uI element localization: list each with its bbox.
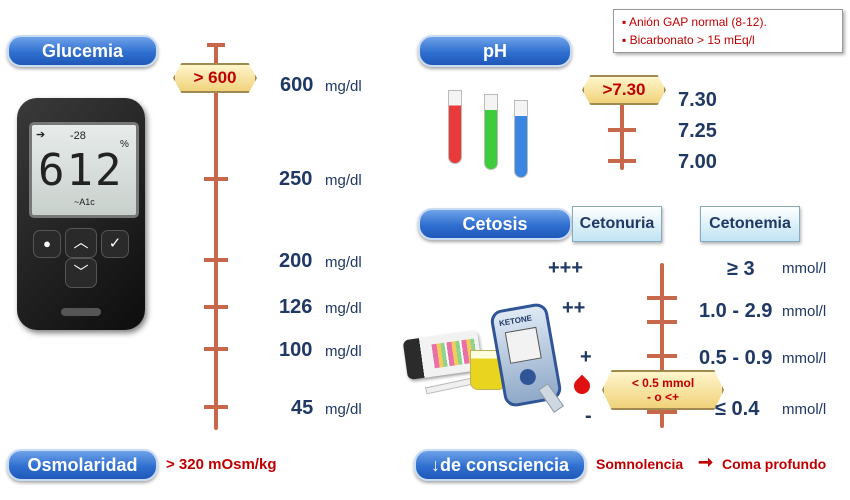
glucemia-scale-line	[214, 43, 218, 430]
cetosis-title: Cetosis	[418, 208, 572, 240]
cetonemia-value-2: 1.0 - 2.9	[699, 300, 773, 322]
glucemia-unit-100: mg/dl	[325, 343, 362, 360]
glucemia-unit-45: mg/dl	[325, 401, 362, 418]
cetonemia-header: Cetonemia	[700, 206, 800, 242]
glucemia-tick-45	[204, 405, 228, 409]
test-tube-blue	[514, 100, 528, 178]
meter-down-button[interactable]: ﹀	[65, 258, 97, 288]
cetosis-marker-line2: - o <+	[646, 390, 679, 404]
ketone-meter-label: KETONE	[498, 313, 533, 329]
cetosis-tick-2	[647, 320, 677, 324]
glucemia-tick-126	[204, 305, 228, 309]
ketone-meter-button	[518, 367, 538, 387]
cetosis-scale-line	[660, 263, 664, 428]
cetonuria-level-3plus: +++	[548, 257, 584, 279]
glucemia-unit-600: mg/dl	[325, 78, 362, 95]
glucemia-value-250: 250	[279, 168, 313, 190]
glucemia-value-100: 100	[279, 339, 313, 361]
consciencia-to: Coma profundo	[722, 456, 827, 472]
glucemia-scale-top-cap	[207, 43, 225, 47]
osmolaridad-title: Osmolaridad	[7, 449, 158, 481]
glucemia-title: Glucemia	[7, 35, 158, 67]
ph-tick-700	[608, 159, 636, 163]
test-tube-green	[484, 94, 498, 170]
glucemia-value-126: 126	[279, 296, 313, 318]
ph-value-725: 7.25	[678, 120, 717, 142]
cetonuria-level-negative: -	[585, 405, 592, 427]
ph-title: pH	[418, 35, 572, 67]
meter-small-reading: -28	[70, 130, 86, 142]
consciencia-title: ↓de consciencia	[414, 449, 586, 481]
legend-item-anion-gap: Anión GAP normal (8-12).	[614, 13, 842, 31]
legend-item-bicarbonate: Bicarbonato > 15 mEq/l	[614, 31, 842, 49]
cetosis-tick-3	[647, 354, 677, 358]
cetonemia-unit-4: mmol/l	[782, 401, 827, 418]
glucemia-unit-126: mg/dl	[325, 300, 362, 317]
cetonemia-value-3: 0.5 - 0.9	[699, 347, 773, 369]
meter-reading: 612	[38, 145, 124, 196]
glucose-meter: ➔ -28 % 612 ~A1c ● ︿ ✓ ﹀	[17, 98, 145, 330]
cetosis-tick-4	[647, 410, 677, 414]
cetonemia-value-4: ≤ 0.4	[715, 398, 760, 420]
meter-up-button[interactable]: ︿	[65, 228, 97, 258]
cetosis-marker: < 0.5 mmol - o <+	[602, 370, 724, 410]
glucemia-tick-250	[204, 177, 228, 181]
cetonemia-unit-2: mmol/l	[782, 303, 827, 320]
criteria-legend: Anión GAP normal (8-12). Bicarbonato > 1…	[613, 9, 843, 53]
cetosis-marker-line1: < 0.5 mmol	[631, 376, 695, 390]
consciencia-from: Somnolencia	[596, 456, 684, 472]
glucemia-unit-250: mg/dl	[325, 172, 362, 189]
cetonuria-level-2plus: ++	[562, 297, 586, 319]
ph-scale-line	[620, 98, 624, 170]
meter-sub-label: ~A1c	[74, 197, 95, 207]
cetonemia-value-1: ≥ 3	[727, 258, 755, 280]
cetonemia-unit-3: mmol/l	[782, 350, 827, 367]
glucemia-tick-200	[204, 258, 228, 262]
cetonemia-unit-1: mmol/l	[782, 260, 827, 277]
test-tube-red	[448, 90, 462, 164]
osmolaridad-value: > 320 mOsm/kg	[166, 456, 277, 473]
glucemia-value-200: 200	[279, 250, 313, 272]
glucemia-tick-100	[204, 347, 228, 351]
cetonuria-header: Cetonuria	[572, 206, 662, 242]
meter-screen: ➔ -28 % 612 ~A1c	[29, 122, 139, 218]
glucemia-value-600: 600	[280, 74, 314, 96]
meter-apple-button[interactable]: ●	[33, 230, 61, 258]
glucemia-marker: > 600	[173, 63, 257, 93]
glucemia-value-45: 45	[291, 397, 314, 419]
meter-ok-button[interactable]: ✓	[101, 230, 129, 258]
cetonuria-level-1plus: +	[580, 346, 592, 368]
ph-value-700: 7.00	[678, 151, 717, 173]
glucemia-unit-200: mg/dl	[325, 254, 362, 271]
meter-arrow-icon: ➔	[36, 129, 46, 141]
right-arrow-icon: ➞	[698, 452, 714, 472]
ph-tick-725	[608, 128, 636, 132]
meter-percent: %	[120, 139, 129, 150]
ketone-meter-screen	[504, 326, 542, 364]
meter-strip-port	[61, 308, 101, 316]
ph-marker: >7.30	[582, 75, 666, 105]
blood-drop-icon	[570, 374, 594, 398]
ph-value-730: 7.30	[678, 89, 717, 111]
cetosis-tick-1	[647, 296, 677, 300]
